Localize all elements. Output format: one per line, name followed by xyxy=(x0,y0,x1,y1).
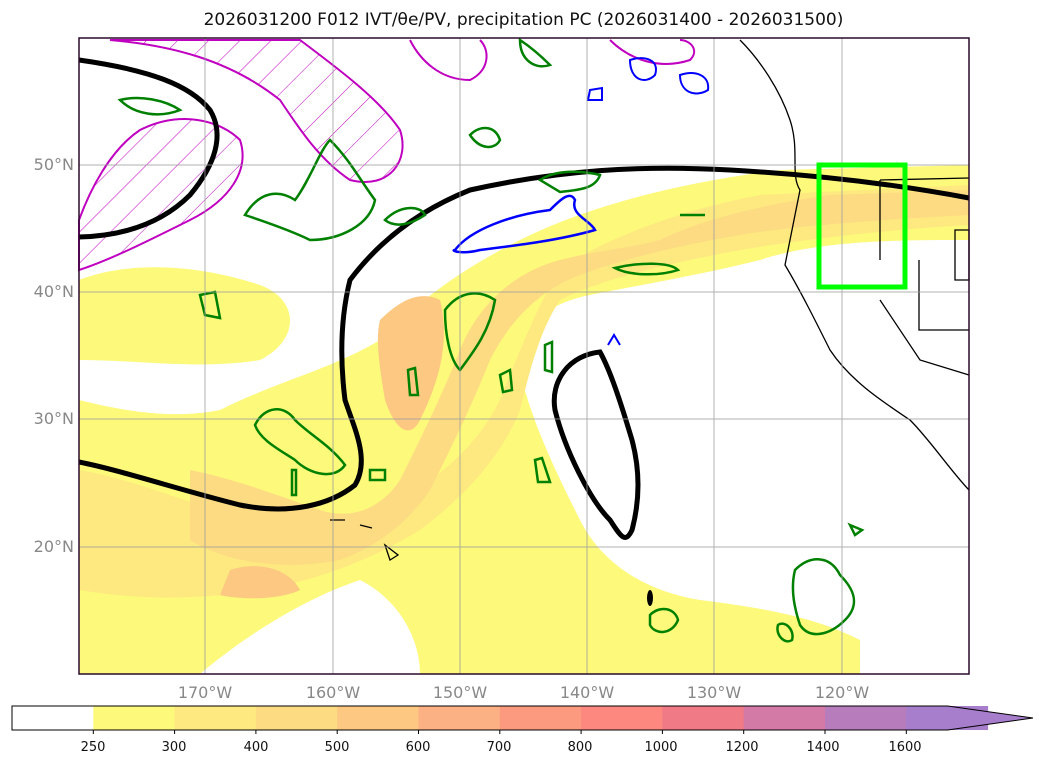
lon-label: 130°W xyxy=(686,683,742,702)
colorbar-tick-label: 800 xyxy=(567,740,593,755)
lon-label: 120°W xyxy=(814,683,870,702)
theta-e-small xyxy=(647,590,653,606)
colorbar-extend-arrow xyxy=(906,706,1033,730)
colorbar-segment xyxy=(93,706,176,730)
colorbar-segment xyxy=(662,706,745,730)
ivt-fill-max2 xyxy=(220,566,300,599)
colorbar-tick-label: 1000 xyxy=(644,740,678,755)
colorbar-segment xyxy=(174,706,257,730)
colorbar-segment xyxy=(255,706,338,730)
precip-blue-5 xyxy=(607,333,621,346)
colorbar-tick-label: 1200 xyxy=(725,740,759,755)
theta-e-contour-west xyxy=(78,57,220,240)
colorbar-segment xyxy=(743,706,826,730)
colorbar-segment xyxy=(418,706,501,730)
colorbar-segment xyxy=(499,706,582,730)
precip-blue-1 xyxy=(452,194,597,254)
colorbar-segment xyxy=(337,706,419,730)
pv-region-2 xyxy=(109,39,404,183)
colorbar-tick-label: 250 xyxy=(80,740,106,755)
theta-e-contour-main xyxy=(78,165,970,512)
colorbar-segment xyxy=(825,706,907,730)
precip-green-contours xyxy=(117,37,865,643)
colorbar-tick-label: 600 xyxy=(405,740,431,755)
colorbar-tick-label: 400 xyxy=(243,740,269,755)
map-title: 2026031200 F012 IVT/θe/PV, precipitation… xyxy=(203,10,844,30)
precip-blue-2 xyxy=(586,86,603,101)
ivt-fill-max xyxy=(377,296,444,431)
colorbar-segment xyxy=(581,706,663,730)
lon-label: 150°W xyxy=(432,683,488,702)
theta-e-contour-closed xyxy=(551,349,641,540)
colorbar-tick-label: 1400 xyxy=(806,740,840,755)
precip-blue-4 xyxy=(678,72,710,95)
lat-label: 30°N xyxy=(33,409,74,428)
lat-label: 20°N xyxy=(33,537,74,556)
pv-region-3 xyxy=(409,39,488,82)
lon-label: 170°W xyxy=(177,683,233,702)
coastlines xyxy=(330,39,970,561)
pv-region-4 xyxy=(609,39,696,65)
colorbar-tick-label: 1600 xyxy=(888,740,922,755)
lon-label: 160°W xyxy=(305,683,361,702)
colorbar-tick-label: 700 xyxy=(486,740,512,755)
ivt-fill-core xyxy=(190,190,969,565)
colorbar-outline xyxy=(11,705,1034,731)
lon-label: 140°W xyxy=(559,683,615,702)
map-frame xyxy=(78,37,970,675)
colorbar-tick-label: 500 xyxy=(324,740,350,755)
focus-box xyxy=(816,162,908,290)
colorbar-tick-label: 300 xyxy=(161,740,187,755)
colorbar-segment xyxy=(12,706,94,730)
lat-label: 50°N xyxy=(33,155,74,174)
colorbar xyxy=(11,705,1034,734)
ivt-fill-mid xyxy=(79,185,969,598)
precip-blue-3 xyxy=(628,57,657,81)
lat-label: 40°N xyxy=(33,282,74,301)
